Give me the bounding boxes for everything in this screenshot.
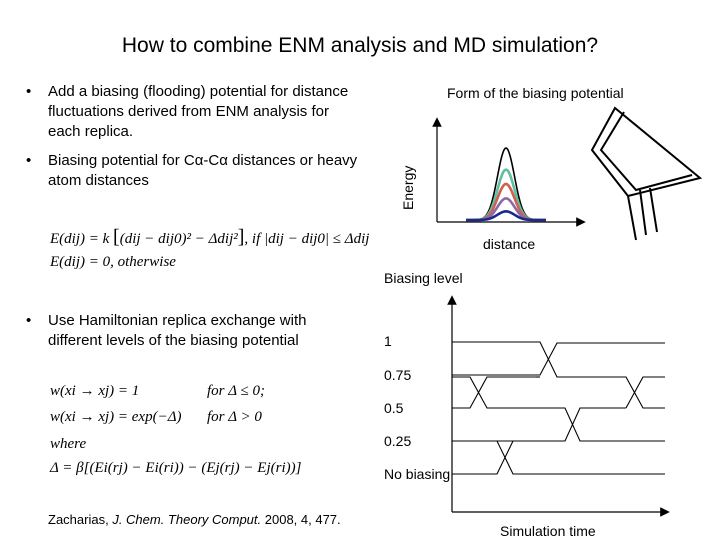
bracket-close: ] <box>237 226 245 248</box>
equation-zero-otherwise: E(dij) = 0, otherwise <box>50 254 176 270</box>
bullet-text: Biasing potential for Cα-Cα distances or… <box>48 152 358 189</box>
molecule-sketch <box>590 106 703 241</box>
equation-where: where <box>50 436 87 452</box>
eq1-mid: (dij − dij0)² − Δdij² <box>119 231 238 247</box>
equation-w-exp: w(xi → xj) = exp(−Δ) <box>50 409 182 425</box>
level-label-1: 1 <box>384 333 392 349</box>
equation-delta: Δ = β[(Ei(rj) − Ei(ri)) − (Ej(rj) − Ej(r… <box>50 460 302 476</box>
level-label-0.75: 0.75 <box>384 367 412 383</box>
reference-journal: J. Chem. Theory Comput. <box>112 512 262 527</box>
bullet-distances: • Biasing potential for Cα-Cα distances … <box>26 151 368 191</box>
equation-w-exp-cond: for Δ > 0 <box>207 409 262 425</box>
equation-w-unity-cond: for Δ ≤ 0; <box>207 383 266 399</box>
equation-biasing-potential: E(dij) = k [(dij − dij0)² − Δdij²], if |… <box>50 226 369 249</box>
slide-title: How to combine ENM analysis and MD simul… <box>121 34 599 57</box>
replica-trajectories <box>452 341 665 475</box>
bullet-dot: • <box>26 83 32 100</box>
potential-plot-xlabel: distance <box>483 236 536 252</box>
exchange-plot-xlabel: Simulation time <box>500 523 596 539</box>
bullet-flooding: • Add a biasing (flooding) potential for… <box>26 82 358 142</box>
bullet-replica-exchange: • Use Hamiltonian replica exchange with … <box>26 311 348 351</box>
bullet-dot: • <box>26 312 32 329</box>
exchange-plot-title: Biasing level <box>384 270 463 286</box>
potential-curves <box>466 147 546 222</box>
level-label-0.5: 0.5 <box>384 400 404 416</box>
eq1-cond: , if |dij − dij0| ≤ Δdij <box>244 231 370 247</box>
potential-plot-title: Form of the biasing potential <box>447 85 624 101</box>
reference: Zacharias, J. Chem. Theory Comput. 2008,… <box>48 512 341 527</box>
reference-details: 2008, 4, 477. <box>261 512 341 527</box>
level-label-no-biasing: No biasing <box>384 466 451 482</box>
bullet-text: Use Hamiltonian replica exchange with di… <box>48 312 307 349</box>
bias-curve-5 <box>466 210 546 222</box>
reference-authors: Zacharias, <box>48 512 113 527</box>
equation-w-unity: w(xi → xj) = 1 <box>50 383 140 399</box>
bullet-text: Add a biasing (flooding) potential for d… <box>48 83 349 140</box>
level-label-0.25: 0.25 <box>384 433 412 449</box>
bullet-dot: • <box>26 152 32 169</box>
eq1-lhs: E(dij) = k <box>50 231 110 247</box>
bracket-open: [ <box>113 226 120 248</box>
